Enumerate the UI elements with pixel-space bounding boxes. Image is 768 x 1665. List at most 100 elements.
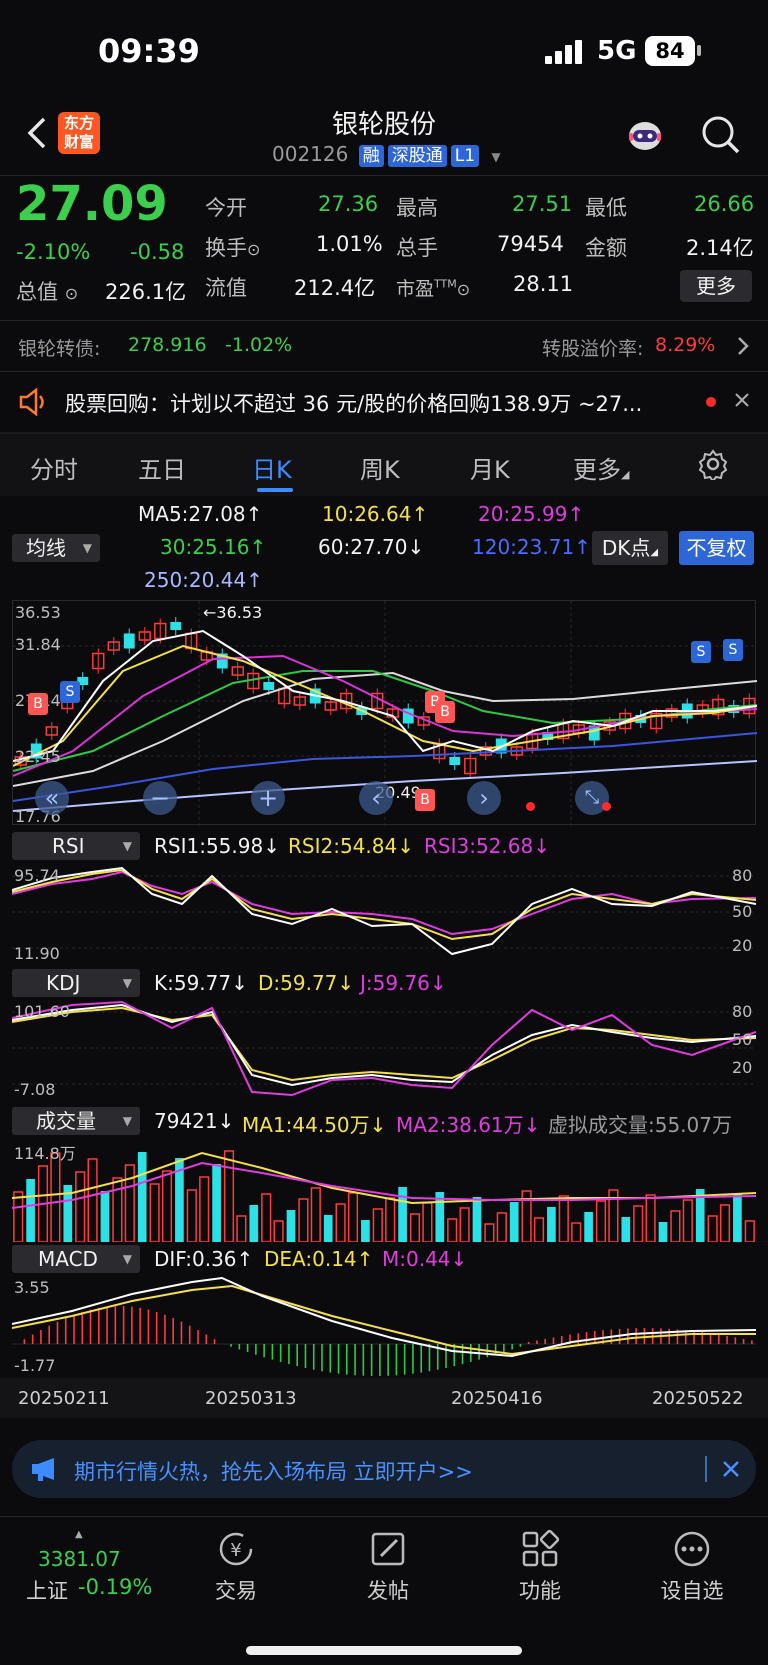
volume-bar [645,1194,656,1243]
banner-close-icon[interactable] [722,1460,740,1482]
dropdown-icon: ▼ [491,150,501,164]
nav-post[interactable]: 发帖 [328,1529,448,1605]
notice-text: 股票回购：计划以不超过 36 元/股的价格回购138.9万 ~27... [65,392,643,416]
mktcap-label: 总值 ⊙ [16,280,79,304]
volume-ma2-line [11,1161,757,1209]
marker-buy-3[interactable]: B [435,701,455,723]
tab-weekly-k[interactable]: 周K [360,456,400,484]
settings-gear-icon[interactable] [697,448,729,484]
candle-body [293,696,306,706]
candle-body [92,652,105,670]
megaphone-icon [30,1456,62,1486]
info-icon: ⊙ [64,284,79,303]
back-icon[interactable] [22,116,52,150]
notice-bar[interactable]: 股票回购：计划以不超过 36 元/股的价格回购138.9万 ~27... [0,372,768,432]
ma20-value: 20:25.99↑ [478,502,585,526]
high-label: 最高 [396,196,438,220]
tab-intraday[interactable]: 分时 [30,456,78,484]
status-bar: 09:39 5G 84 [0,0,768,100]
volume-bar [236,1215,247,1243]
nav-trade[interactable]: ¥ 交易 [176,1529,296,1605]
scroll-left-icon[interactable]: « [35,781,69,815]
quote-panel: 27.09 -2.10% -0.58 总值 ⊙ 226.1亿 今开 27.36 … [0,176,768,321]
pe-label: 市盈TTM⊙ [396,277,471,300]
volume-bar [347,1192,359,1243]
volume-ma2: MA2:38.61万↓ [396,1113,541,1137]
promo-banner[interactable]: 期市行情火热，抢先入场布局 立即开户>> [12,1440,756,1498]
rsi-level-20: 20 [732,936,753,955]
volume-bar [595,1200,607,1243]
candle-body [588,725,600,741]
volume-bar [361,1220,370,1242]
stock-code-row[interactable]: 002126 融深股通 L1 ▼ [272,142,501,167]
adjust-button[interactable]: 不复权 [679,531,754,565]
volume-bar [571,1222,582,1243]
volume-bar [249,1205,259,1242]
volume-bar [335,1203,346,1243]
pe-value: 28.11 [513,272,574,296]
dk-point-button[interactable]: DK点◢ [592,531,668,565]
marker-buy-4[interactable]: B [415,789,435,811]
ma60-line [13,671,757,787]
tab-daily-k[interactable]: 日K [252,456,292,484]
volume-bar [124,1164,135,1243]
step-left-icon[interactable]: ‹ [359,781,393,815]
rsi-selector[interactable]: RSI ▼ [12,832,140,860]
date-label-1: 20250211 [18,1388,110,1409]
turnover-value: 1.01% [316,232,383,256]
step-right-icon[interactable]: › [467,781,501,815]
nav-functions[interactable]: 功能 [480,1529,600,1605]
volume-selector[interactable]: 成交量 ▼ [12,1107,140,1135]
nav-watchlist[interactable]: 设自选 [632,1529,752,1605]
y-label-4: 22.45 [15,747,61,766]
close-icon[interactable] [734,392,750,412]
kline-chart[interactable]: 36.53 31.84 27.14 22.45 17.76 ←36.53 20.… [12,600,757,826]
volume-bar [149,1183,160,1243]
amount-label: 金额 [585,236,627,260]
tab-five-day[interactable]: 五日 [138,456,186,484]
robot-assistant-icon[interactable] [625,116,665,154]
tab-more[interactable]: 更多◢ [573,456,630,484]
rsi1-value: RSI1:55.98↓ [154,834,280,858]
tag-margin: 融 [358,145,384,167]
date-label-2: 20250313 [205,1388,297,1409]
tag-connect: 深股通 [387,145,447,167]
macd-chart: 3.55 -1.77 [11,1276,757,1376]
tab-monthly-k[interactable]: 月K [470,456,510,484]
more-button[interactable]: 更多 [680,270,752,302]
candle-body [170,622,182,630]
ma10-line [13,644,757,767]
candle-body [324,701,337,711]
event-dot [526,802,535,811]
marker-sell-3[interactable]: S [723,639,743,661]
candle-body [45,726,58,736]
volume-bar [707,1215,718,1243]
marker-sell-2[interactable]: S [691,641,711,663]
float-label: 流值 [205,276,247,300]
convertible-bond-row[interactable]: 银轮转债: 278.916 -1.02% 转股溢价率: 8.29% [0,321,768,371]
premium-value: 8.29% [655,334,716,356]
yuan-exchange-icon: ¥ [216,1529,256,1569]
rsi2-value: RSI2:54.84↓ [288,834,414,858]
macd-y-bottom: -1.77 [14,1356,56,1375]
macd-selector[interactable]: MACD ▼ [12,1245,140,1273]
stock-code: 002126 [272,142,349,166]
ma5-value: MA5:27.08↑ [138,502,263,526]
candles [14,617,756,779]
ma10-value: 10:26.64↑ [322,502,429,526]
kdj-selector[interactable]: KDJ ▼ [12,969,140,997]
zoom-in-icon[interactable]: + [251,781,285,815]
volume-bar [719,1204,731,1243]
volume-bar [310,1187,321,1243]
search-icon[interactable] [700,114,742,156]
signal-icon [545,40,585,64]
ma-selector[interactable]: 均线 ▼ [12,534,100,562]
volume-bar [733,1194,742,1242]
marker-buy-1[interactable]: B [28,693,48,715]
marker-sell-1[interactable]: S [60,681,80,703]
index-widget[interactable]: ▲ 3381.07 上证 -0.19% [20,1529,170,1609]
status-time: 09:39 [98,32,200,70]
unread-dot [706,397,716,407]
zoom-out-icon[interactable]: − [143,781,177,815]
date-axis: 20250211 20250313 20250416 20250522 [0,1378,768,1418]
